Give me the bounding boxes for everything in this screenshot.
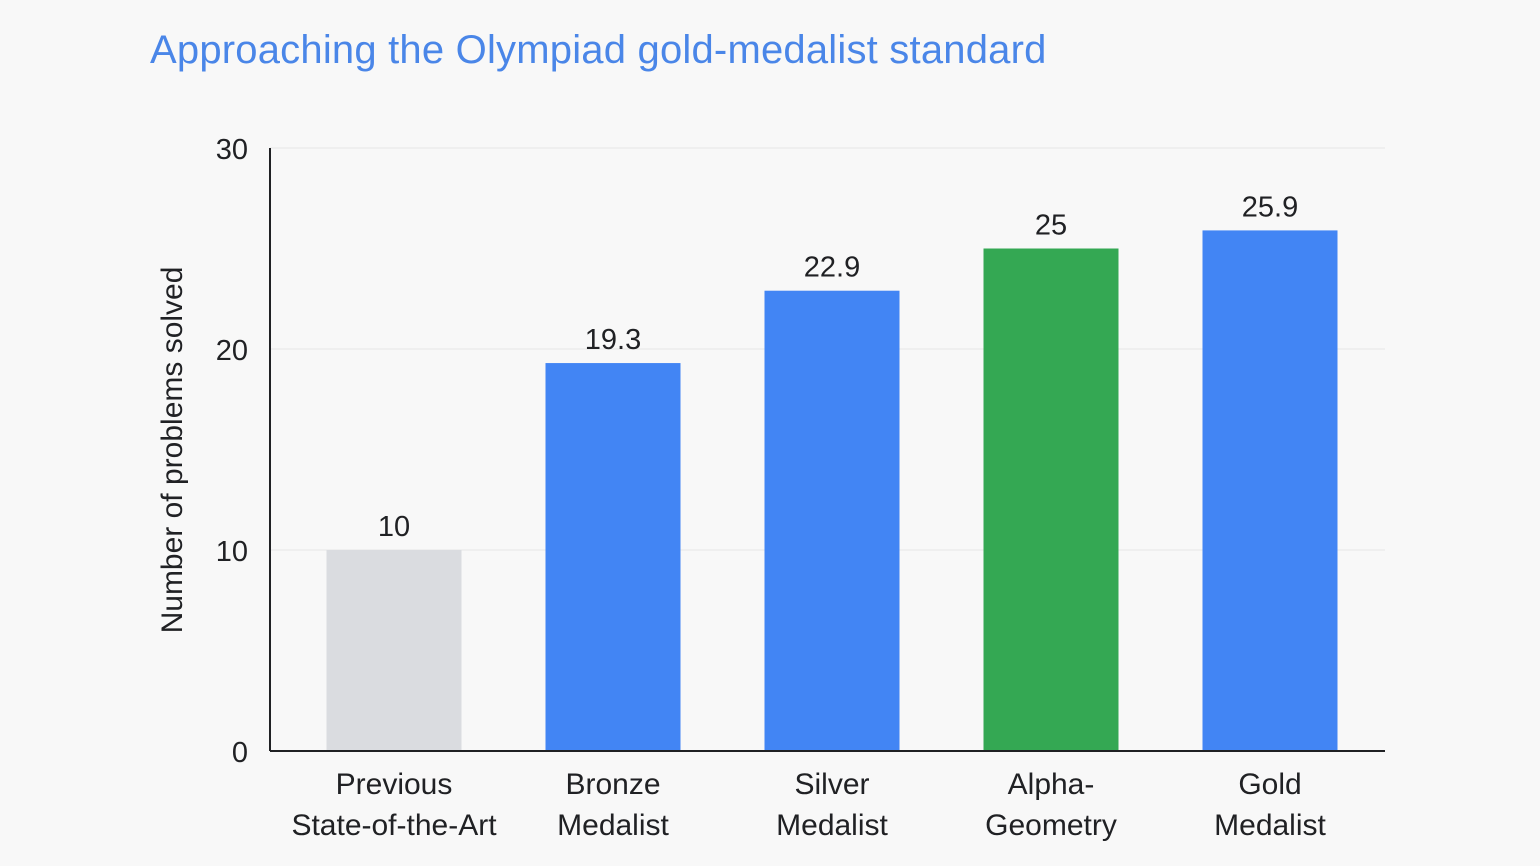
y-tick-label: 20 [216, 335, 248, 367]
bars [326, 230, 1338, 751]
x-tick-label: Bronze [565, 768, 660, 801]
x-tick-label: Previous [336, 768, 453, 801]
data-label: 10 [378, 511, 410, 543]
y-tick-label: 10 [216, 536, 248, 568]
x-tick-label: Medalist [776, 809, 888, 842]
axes [269, 148, 1385, 752]
labels: 0 10 20 30 10 Previous State-of-the-Art 19.3 Bro… [156, 134, 1327, 842]
bar [764, 290, 900, 751]
bar [983, 248, 1119, 751]
data-label: 25 [1035, 210, 1067, 242]
y-tick-label: 30 [216, 134, 248, 166]
x-tick-label: Medalist [1214, 809, 1326, 842]
x-tick-label: Medalist [557, 809, 669, 842]
x-tick-label: Gold [1238, 768, 1301, 801]
y-tick-label: 0 [232, 737, 248, 769]
x-tick-label: Geometry [985, 809, 1117, 842]
x-tick-label: State-of-the-Art [291, 809, 497, 842]
y-axis-title: Number of problems solved [156, 267, 189, 634]
bar [545, 363, 681, 751]
data-label: 25.9 [1242, 191, 1298, 223]
bar [1202, 230, 1338, 751]
chart-title: Approaching the Olympiad gold-medalist s… [150, 28, 1047, 72]
data-label: 22.9 [804, 252, 860, 284]
x-tick-label: Silver [794, 768, 869, 801]
x-tick-label: Alpha- [1008, 768, 1095, 801]
bar [326, 550, 462, 751]
data-label: 19.3 [585, 324, 641, 356]
